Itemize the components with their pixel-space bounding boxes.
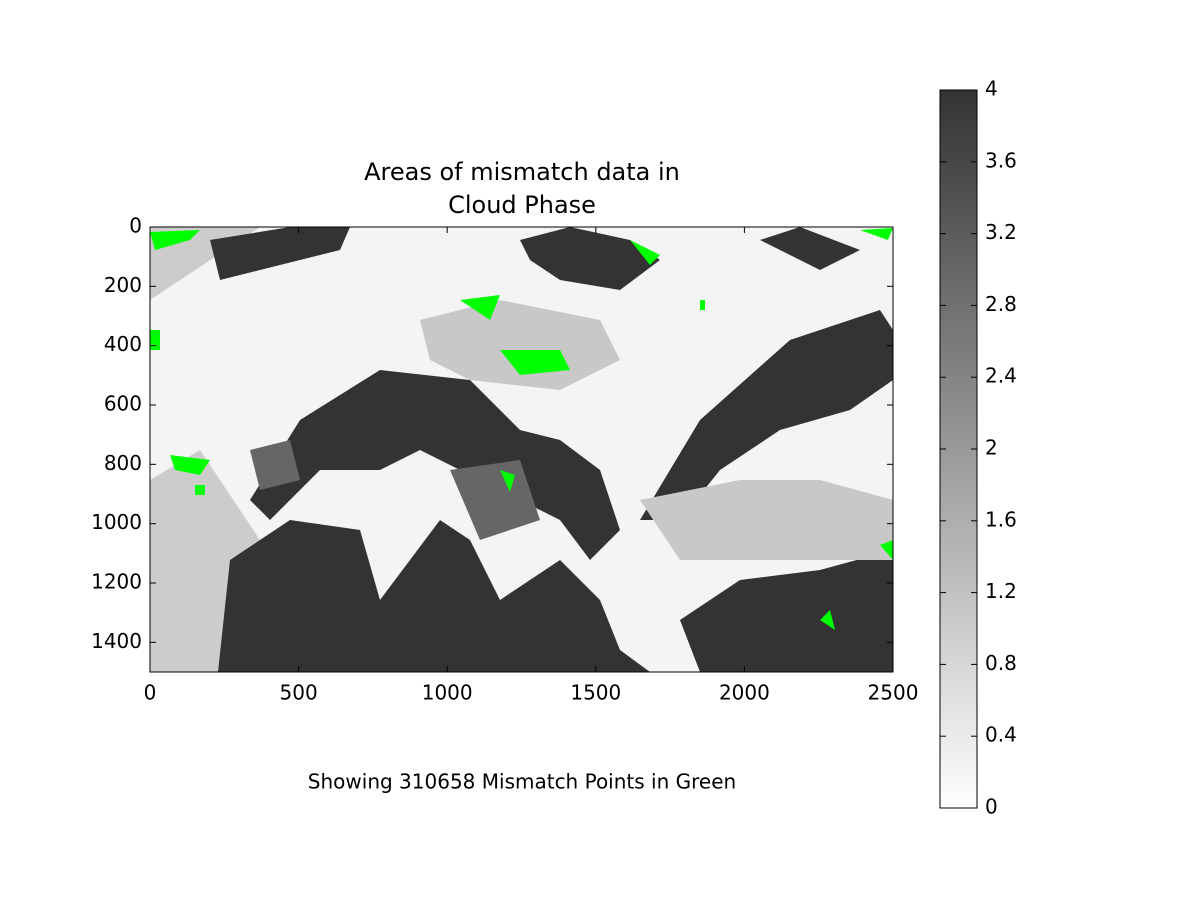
- x-tick-label: 0: [144, 681, 157, 705]
- image-region: [680, 550, 893, 672]
- x-tick-label: 1500: [570, 681, 621, 705]
- image-region: [250, 440, 540, 540]
- x-tick-label: 1000: [422, 681, 473, 705]
- x-axis-label: Showing 310658 Mismatch Points in Green: [308, 770, 736, 794]
- y-tick-label: 400: [104, 332, 142, 356]
- image-region: [210, 227, 860, 290]
- colorbar-tick-label: 0: [985, 795, 998, 819]
- y-tick-label: 1000: [91, 510, 142, 534]
- y-tick-label: 1200: [91, 570, 142, 594]
- colorbar-tick-label: 1.2: [985, 579, 1017, 603]
- image-region: [250, 370, 620, 560]
- image-region: [218, 520, 650, 672]
- chart-title: Cloud Phase: [448, 191, 596, 219]
- y-tick-label: 0: [129, 214, 142, 238]
- x-tick-label: 500: [280, 681, 318, 705]
- axes-frame: [149, 226, 894, 673]
- y-tick-label: 200: [104, 273, 142, 297]
- x-tick-label: 2500: [868, 681, 919, 705]
- colorbar-tick-label: 0.4: [985, 723, 1017, 747]
- x-tick-label: 2000: [719, 681, 770, 705]
- colorbar-tick-label: 0.8: [985, 651, 1017, 675]
- colorbar-tick-label: 2.8: [985, 292, 1017, 316]
- colorbar-tick-label: 3.2: [985, 220, 1017, 244]
- colorbar-tick-label: 1.6: [985, 507, 1017, 531]
- colorbar-tick-label: 3.6: [985, 148, 1017, 172]
- image: [150, 227, 893, 672]
- colorbar-tick-label: 2.4: [985, 364, 1017, 388]
- colorbar-tick-label: 4: [985, 77, 998, 101]
- y-tick-label: 800: [104, 451, 142, 475]
- y-tick-label: 1400: [91, 629, 142, 653]
- chart-title: Areas of mismatch data in: [364, 158, 680, 186]
- y-tick-label: 600: [104, 392, 142, 416]
- colorbar-tick-label: 2: [985, 436, 998, 460]
- image-region: [640, 310, 893, 520]
